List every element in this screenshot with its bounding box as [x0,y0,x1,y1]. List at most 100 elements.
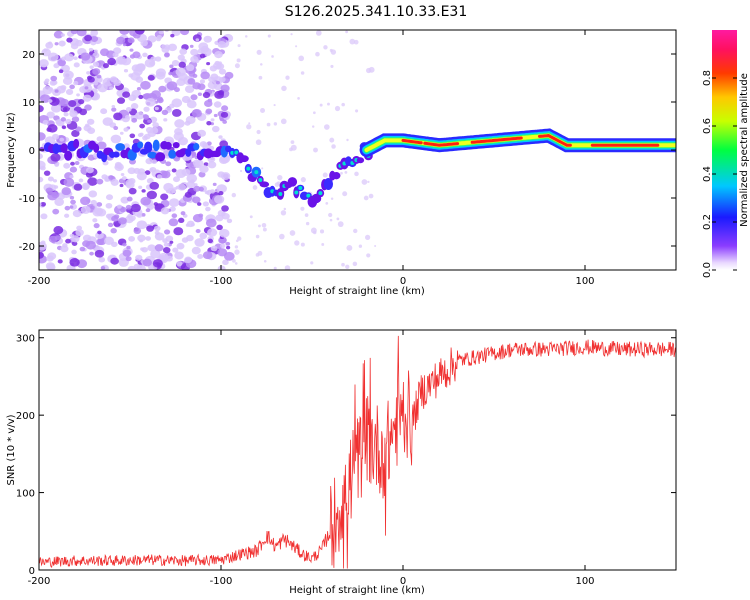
noise-speckle [58,69,64,74]
noise-speckle [80,205,91,214]
noise-speckle [39,176,44,183]
noise-speckle [76,30,87,37]
noise-speckle [214,195,225,204]
ridge-hot-core [538,134,572,147]
noise-speckle [86,118,95,125]
noise-speckle [219,228,230,238]
noise-speckle [80,52,91,61]
noise-speckle [161,170,171,179]
noise-speckle [71,249,77,255]
snr-x-axis: -200 -100 0 100 [28,330,595,587]
noise-speckle [197,92,202,96]
noise-speckle [300,242,305,247]
noise-speckle [131,117,138,123]
x-tick-label: -200 [28,276,51,287]
noise-speckle [191,246,201,255]
noise-speckle [163,229,171,235]
noise-speckle [352,261,358,267]
noise-speckle [63,162,71,169]
noise-speckle [214,60,221,66]
noise-speckle [366,253,371,258]
noise-speckle [202,201,209,207]
noise-speckle [200,71,210,80]
noise-speckle [130,72,141,81]
noise-speckle [113,47,122,54]
noise-speckle [143,106,150,112]
noise-speckle [156,174,163,179]
noise-speckle [341,102,345,107]
noise-speckle [191,109,202,118]
noise-speckle [78,178,84,183]
noise-speckle [134,30,145,35]
noise-speckle [162,238,168,243]
noise-speckle [300,177,306,183]
noise-speckle [93,49,98,53]
noise-speckle [226,218,233,224]
noise-speckle [88,190,98,198]
noise-speckle [252,185,258,190]
noise-speckle [96,74,102,79]
noise-speckle [327,102,330,106]
noise-speckle [184,85,195,94]
ridge-hot-core [470,136,523,144]
noise-speckle [168,198,180,207]
noise-speckle [93,223,100,229]
noise-speckle [61,56,67,61]
noise-speckle [117,204,122,209]
noise-speckle [49,97,60,106]
noise-speckle [175,169,187,178]
noise-speckle [132,51,141,59]
noise-speckle [199,232,208,240]
noise-speckle [186,100,197,109]
noise-speckle [195,159,204,167]
noise-speckle [258,224,261,228]
noise-speckle [206,141,212,146]
noise-speckle [53,226,64,235]
noise-speckle [312,125,315,128]
noise-speckle [114,161,122,168]
noise-speckle [63,177,75,187]
noise-speckle [256,129,261,135]
noise-speckle [177,54,185,61]
noise-speckle [96,136,104,142]
noise-speckle [60,33,65,37]
y-tick-label: 100 [16,489,35,500]
noise-speckle [165,255,173,262]
noise-speckle [65,118,72,125]
noise-speckle [140,247,145,251]
noise-speckle [118,217,127,225]
spectrogram-x-label: Height of straight line (km) [289,286,425,297]
noise-speckle [219,76,226,83]
noise-speckle [98,256,106,263]
x-tick-label: 100 [575,576,594,587]
noise-speckle [277,174,283,181]
spectrogram-x-axis: -200 -100 0 100 [28,30,595,287]
noise-speckle [204,190,210,195]
noise-speckle [374,244,377,247]
noise-speckle [147,244,156,252]
noise-speckle [207,161,217,169]
noise-speckle [142,258,152,267]
noise-speckle [361,179,368,185]
noise-speckle [218,135,223,139]
noise-speckle [60,245,69,253]
noise-speckle [63,70,74,80]
noise-speckle [75,126,82,132]
noise-speckle [58,40,66,47]
x-tick-label: 100 [575,276,594,287]
noise-speckle [178,217,185,223]
noise-speckle [118,258,129,267]
noise-speckle [300,206,305,211]
noise-speckle [109,76,118,83]
noise-speckle [106,50,116,59]
ridge-blob [64,150,73,161]
noise-speckle [123,68,129,73]
noise-speckle [97,141,107,150]
noise-speckle [174,251,184,260]
noise-speckle [131,89,142,98]
noise-speckle [232,258,236,263]
chart-title: S126.2025.341.10.33.E31 [285,4,468,20]
noise-speckle [45,42,54,49]
noise-speckle [92,68,101,75]
